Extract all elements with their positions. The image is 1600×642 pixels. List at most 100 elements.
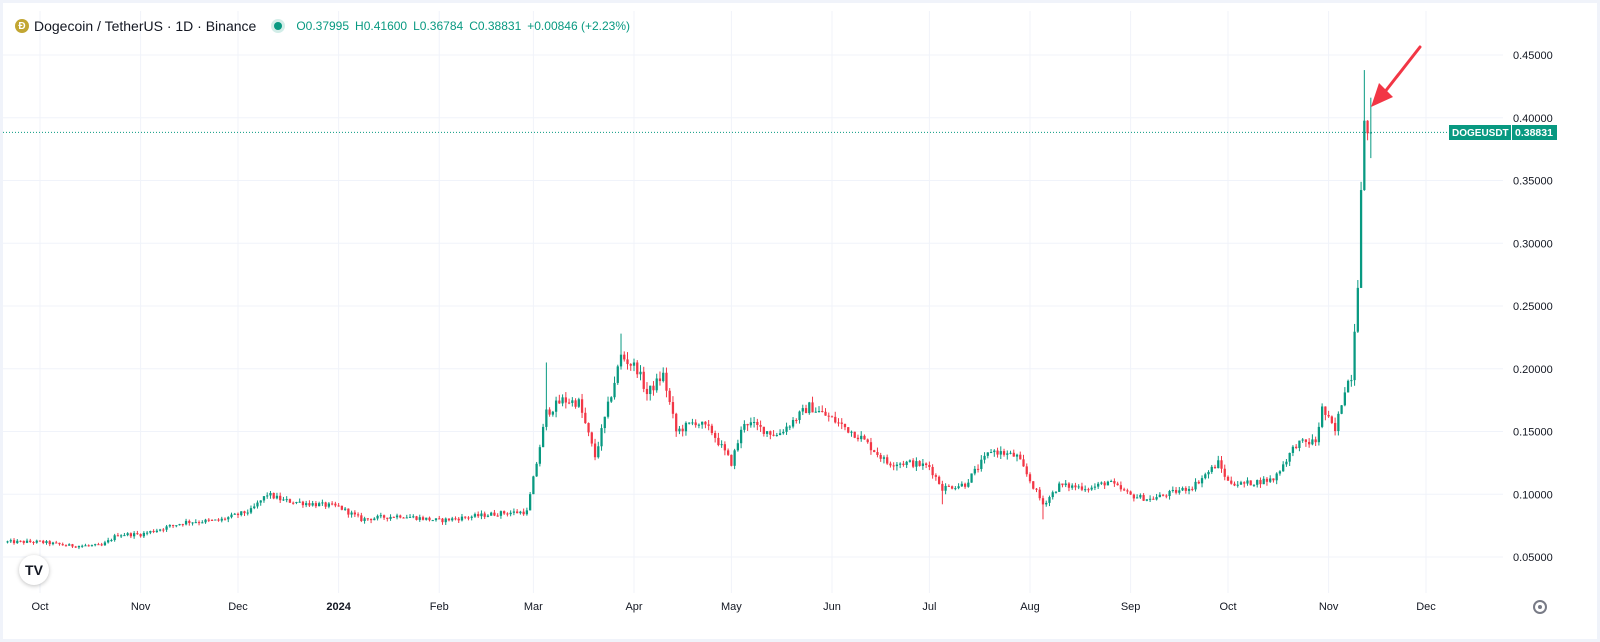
candle-body [662, 372, 665, 382]
x-axis: Oct Nov Dec 2024 Feb Mar Apr May Jun Jul Aug Sep Oct… [31, 601, 1436, 613]
candle-body [574, 400, 577, 407]
candle-body [152, 530, 155, 532]
candle-body [1184, 487, 1187, 491]
candle-body [564, 397, 567, 403]
candle-body [454, 518, 457, 520]
candle-body [22, 540, 25, 543]
candle-body [1158, 494, 1161, 498]
candle-body [1135, 497, 1139, 499]
candle-body [694, 422, 697, 426]
price-tag-value: 0.38831 [1515, 127, 1553, 139]
candle-body [142, 532, 146, 537]
candle-body [217, 519, 220, 521]
candle-body [1041, 498, 1045, 505]
x-tick-label: Nov [131, 601, 151, 613]
candle-body [116, 535, 120, 537]
candle-body [38, 540, 42, 542]
candle-body [1320, 406, 1324, 427]
candle-body [1230, 480, 1233, 484]
candle-body [327, 503, 331, 507]
candle-body [1148, 498, 1152, 500]
candle-body [863, 435, 866, 440]
candle-body [726, 450, 730, 455]
candle-body [1324, 406, 1327, 415]
candle-body [1220, 460, 1223, 469]
candle-body [490, 512, 493, 516]
x-tick-label: Oct [31, 601, 48, 613]
candle-body [1233, 483, 1236, 486]
candle-body [970, 473, 973, 483]
candle-body [558, 400, 561, 404]
candle-body [1165, 495, 1168, 497]
candle-body [993, 450, 996, 453]
candle-body [97, 544, 100, 546]
candle-body [1097, 483, 1100, 487]
tradingview-logo-icon[interactable]: TV [19, 555, 49, 585]
candle-body [675, 413, 678, 432]
price-chart[interactable]: Oct Nov Dec 2024 Feb Mar Apr May Jun Jul Aug Sep Oct… [3, 3, 1597, 639]
candle-body [1359, 190, 1363, 288]
candle-body [210, 519, 214, 521]
candle-body [1350, 380, 1353, 382]
candle-body [1139, 495, 1142, 498]
candle-body [584, 412, 587, 424]
candle-body [1080, 486, 1084, 490]
candle-body [168, 525, 171, 527]
candle-body [947, 485, 950, 487]
candle-body [924, 463, 928, 466]
candle-body [873, 450, 876, 453]
last-price-tag: DOGEUSDT 0.38831 [1449, 125, 1557, 140]
candle-body [1217, 460, 1220, 469]
candle-body [457, 518, 460, 521]
candle-body [814, 411, 817, 413]
candle-body [561, 397, 564, 404]
candle-body [1213, 466, 1217, 469]
candle-body [1155, 497, 1158, 500]
candle-body [1048, 497, 1051, 503]
x-tick-label: Jun [823, 601, 841, 613]
y-tick-label: 0.10000 [1513, 489, 1553, 501]
candle-body [821, 410, 824, 412]
candle-body [714, 433, 717, 438]
candle-body [1061, 483, 1064, 486]
y-tick-label: 0.40000 [1513, 113, 1553, 125]
candle-body [795, 419, 798, 421]
settings-gear-icon[interactable] [1533, 600, 1547, 614]
candle-body [389, 516, 392, 519]
candle-body [162, 529, 165, 531]
candle-body [876, 452, 879, 455]
candle-body [1071, 485, 1074, 488]
candle-body [827, 415, 830, 417]
y-tick-label: 0.35000 [1513, 176, 1553, 188]
candle-body [1103, 482, 1106, 486]
candle-body [81, 545, 84, 547]
candle-body [752, 421, 756, 423]
x-tick-label: Jul [922, 601, 936, 613]
candle-body [525, 510, 529, 515]
candle-body [834, 416, 837, 423]
candle-body [68, 544, 71, 546]
candle-body [629, 364, 632, 366]
candle-body [220, 518, 223, 521]
candle-body [197, 522, 201, 524]
candle-body [6, 541, 9, 543]
candle-body [931, 466, 934, 476]
symbol-title[interactable]: Dogecoin / TetherUS · 1D · Binance [34, 18, 257, 34]
x-tick-label: Oct [1219, 601, 1236, 613]
y-tick-label: 0.15000 [1513, 427, 1553, 439]
candle-body [850, 431, 853, 433]
candle-body [1239, 482, 1243, 485]
candle-body [415, 516, 418, 520]
market-open-dot-icon[interactable] [274, 22, 283, 30]
x-tick-label: Dec [228, 601, 248, 613]
candle-body [538, 447, 542, 464]
candle-body [77, 545, 81, 548]
candle-body [1032, 481, 1035, 489]
candle-body [743, 423, 746, 430]
candle-body [1363, 120, 1366, 191]
candle-body [1246, 480, 1249, 484]
candle-body [915, 461, 918, 467]
candle-body [1171, 489, 1174, 491]
candle-body [1035, 488, 1038, 490]
candle-body [1304, 439, 1308, 442]
